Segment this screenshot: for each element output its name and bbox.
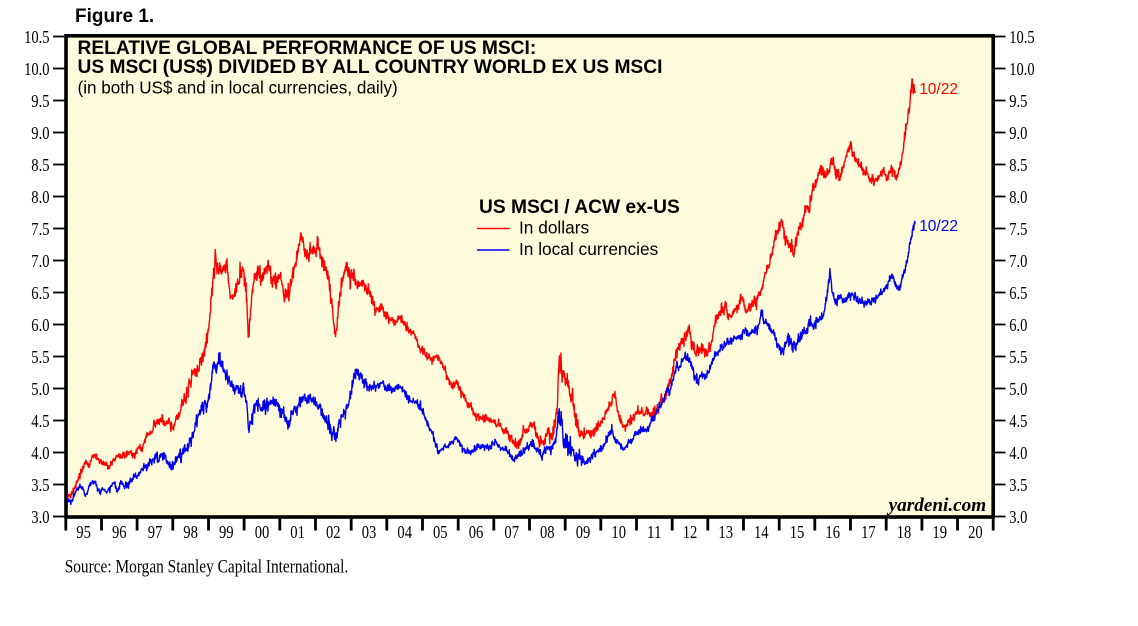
svg-text:(in both US$ and in local curr: (in both US$ and in local currencies, da… xyxy=(78,78,398,97)
svg-text:10.0: 10.0 xyxy=(1009,59,1034,79)
svg-text:04: 04 xyxy=(397,522,412,542)
svg-text:3.0: 3.0 xyxy=(1009,507,1027,527)
svg-text:5.5: 5.5 xyxy=(1009,347,1027,367)
svg-text:RELATIVE GLOBAL PERFORMANCE OF: RELATIVE GLOBAL PERFORMANCE OF US MSCI: xyxy=(78,38,537,59)
svg-text:5.0: 5.0 xyxy=(31,379,49,399)
svg-text:7.0: 7.0 xyxy=(1009,251,1027,271)
svg-text:95: 95 xyxy=(76,522,91,542)
svg-text:12: 12 xyxy=(683,522,698,542)
svg-text:5.5: 5.5 xyxy=(31,347,49,367)
svg-text:17: 17 xyxy=(861,522,876,542)
svg-text:06: 06 xyxy=(469,522,484,542)
svg-text:yardeni.com: yardeni.com xyxy=(887,495,987,516)
svg-text:6.0: 6.0 xyxy=(31,315,49,335)
svg-text:8.5: 8.5 xyxy=(1009,155,1027,175)
svg-text:14: 14 xyxy=(754,522,769,542)
svg-text:In local currencies: In local currencies xyxy=(519,239,659,259)
svg-text:3.0: 3.0 xyxy=(31,507,49,527)
svg-text:3.5: 3.5 xyxy=(1009,475,1027,495)
svg-text:15: 15 xyxy=(790,522,805,542)
svg-text:19: 19 xyxy=(932,522,947,542)
svg-text:98: 98 xyxy=(183,522,198,542)
svg-text:02: 02 xyxy=(326,522,341,542)
svg-text:10: 10 xyxy=(611,522,626,542)
svg-text:97: 97 xyxy=(148,522,163,542)
svg-text:16: 16 xyxy=(825,522,840,542)
svg-text:Source: Morgan Stanley Capital: Source: Morgan Stanley Capital Internati… xyxy=(65,557,349,577)
svg-text:6.0: 6.0 xyxy=(1009,315,1027,335)
svg-text:13: 13 xyxy=(718,522,733,542)
svg-text:7.5: 7.5 xyxy=(31,219,49,239)
svg-text:5.0: 5.0 xyxy=(1009,379,1027,399)
svg-text:96: 96 xyxy=(112,522,127,542)
svg-text:10.5: 10.5 xyxy=(1009,27,1034,47)
svg-text:03: 03 xyxy=(362,522,377,542)
svg-text:11: 11 xyxy=(647,522,662,542)
svg-text:4.0: 4.0 xyxy=(1009,443,1027,463)
svg-text:4.5: 4.5 xyxy=(31,411,49,431)
svg-text:6.5: 6.5 xyxy=(31,283,49,303)
svg-text:18: 18 xyxy=(897,522,912,542)
svg-text:01: 01 xyxy=(290,522,305,542)
svg-text:10.0: 10.0 xyxy=(24,59,49,79)
svg-text:In dollars: In dollars xyxy=(519,218,589,238)
svg-text:6.5: 6.5 xyxy=(1009,283,1027,303)
svg-text:8.0: 8.0 xyxy=(1009,187,1027,207)
svg-text:8.0: 8.0 xyxy=(31,187,49,207)
svg-text:10/22: 10/22 xyxy=(919,81,958,98)
svg-text:7.0: 7.0 xyxy=(31,251,49,271)
svg-text:7.5: 7.5 xyxy=(1009,219,1027,239)
svg-text:4.0: 4.0 xyxy=(31,443,49,463)
svg-text:Figure 1.: Figure 1. xyxy=(75,6,154,27)
svg-text:3.5: 3.5 xyxy=(31,475,49,495)
svg-text:9.0: 9.0 xyxy=(31,123,49,143)
svg-text:00: 00 xyxy=(255,522,270,542)
svg-text:99: 99 xyxy=(219,522,234,542)
svg-text:8.5: 8.5 xyxy=(31,155,49,175)
svg-text:07: 07 xyxy=(504,522,519,542)
svg-text:9.5: 9.5 xyxy=(1009,91,1027,111)
svg-text:9.0: 9.0 xyxy=(1009,123,1027,143)
svg-text:09: 09 xyxy=(576,522,591,542)
svg-text:08: 08 xyxy=(540,522,555,542)
svg-text:20: 20 xyxy=(968,522,983,542)
svg-text:10.5: 10.5 xyxy=(24,27,49,47)
svg-text:05: 05 xyxy=(433,522,448,542)
svg-text:US MSCI (US$) DIVIDED BY ALL C: US MSCI (US$) DIVIDED BY ALL COUNTRY WOR… xyxy=(78,57,663,78)
svg-text:US MSCI / ACW ex-US: US MSCI / ACW ex-US xyxy=(479,197,680,218)
svg-text:10/22: 10/22 xyxy=(919,218,958,235)
svg-text:4.5: 4.5 xyxy=(1009,411,1027,431)
svg-text:9.5: 9.5 xyxy=(31,91,49,111)
